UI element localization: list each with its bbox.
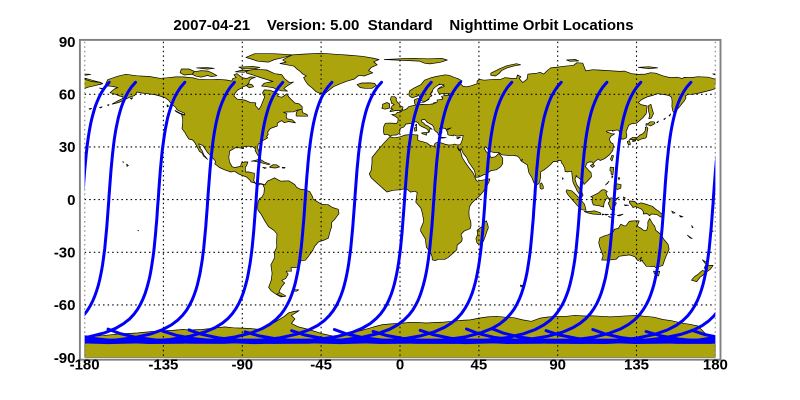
svg-text:180: 180: [703, 357, 728, 374]
svg-text:0: 0: [396, 357, 404, 374]
svg-text:-60: -60: [54, 297, 76, 314]
svg-text:-180: -180: [70, 357, 100, 374]
svg-text:90: 90: [59, 34, 76, 51]
svg-text:60: 60: [59, 87, 76, 104]
svg-text:-45: -45: [310, 357, 332, 374]
svg-text:-90: -90: [54, 350, 76, 367]
svg-text:2007-04-21 Version: 5.00 S: 2007-04-21 Version: 5.00 Standard Nightt…: [173, 17, 633, 34]
svg-text:45: 45: [471, 357, 488, 374]
svg-text:-30: -30: [54, 245, 76, 262]
svg-text:0: 0: [67, 192, 75, 209]
svg-text:135: 135: [624, 357, 649, 374]
svg-text:-90: -90: [231, 357, 253, 374]
svg-text:-135: -135: [148, 357, 178, 374]
svg-text:90: 90: [549, 357, 566, 374]
svg-text:30: 30: [59, 139, 76, 156]
